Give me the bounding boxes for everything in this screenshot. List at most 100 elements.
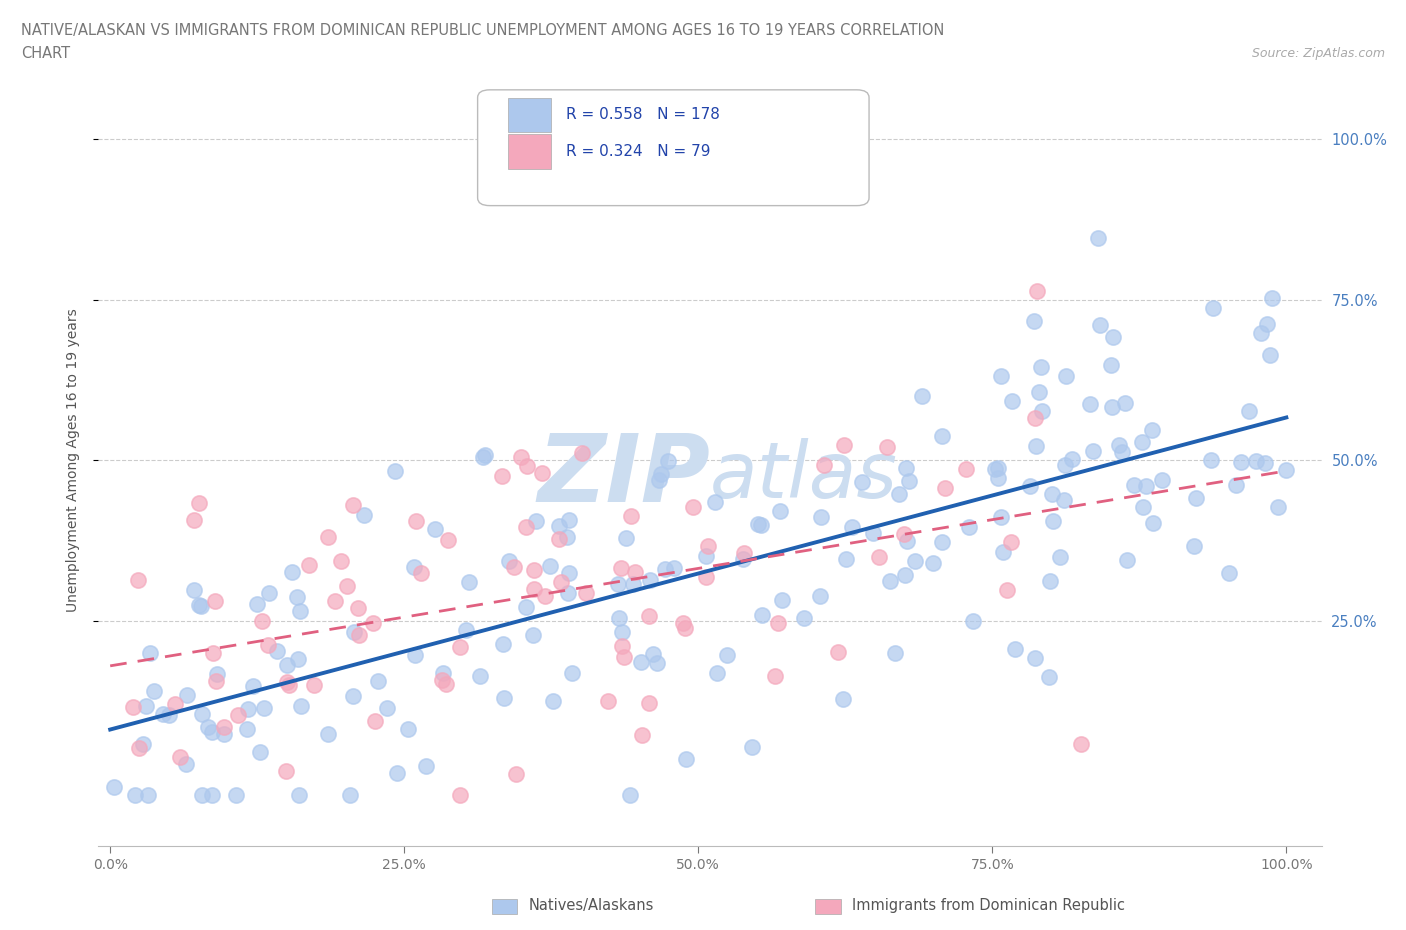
Point	[515, 600, 537, 615]
Point	[132, 737, 155, 751]
Point	[404, 560, 426, 575]
Point	[654, 562, 676, 577]
Point	[1261, 290, 1284, 305]
Point	[1237, 404, 1260, 418]
Point	[281, 565, 304, 579]
Point	[212, 726, 235, 741]
Point	[201, 788, 224, 803]
Point	[323, 593, 346, 608]
Point	[1218, 565, 1240, 580]
Point	[425, 522, 447, 537]
Point	[396, 722, 419, 737]
Point	[612, 638, 634, 653]
Point	[621, 577, 644, 591]
Point	[367, 674, 389, 689]
Text: CHART: CHART	[21, 46, 70, 61]
Point	[1026, 284, 1049, 299]
Point	[288, 604, 311, 618]
Point	[256, 637, 278, 652]
Point	[342, 498, 364, 512]
Point	[614, 531, 637, 546]
Point	[516, 458, 538, 473]
Point	[557, 586, 579, 601]
Point	[1114, 396, 1136, 411]
Point	[541, 694, 564, 709]
Point	[1054, 368, 1077, 383]
Point	[894, 460, 917, 475]
Point	[449, 788, 471, 803]
Point	[212, 720, 235, 735]
Point	[127, 573, 149, 588]
Point	[187, 495, 209, 510]
Point	[768, 504, 790, 519]
Text: Immigrants from Dominican Republic: Immigrants from Dominican Republic	[852, 898, 1125, 913]
Point	[703, 494, 725, 509]
Point	[183, 582, 205, 597]
Point	[834, 551, 856, 566]
Point	[922, 555, 945, 570]
Point	[1101, 400, 1123, 415]
Point	[1029, 359, 1052, 374]
Point	[1000, 534, 1022, 549]
Point	[889, 486, 911, 501]
Point	[330, 553, 353, 568]
Point	[793, 611, 815, 626]
Point	[139, 645, 162, 660]
Point	[770, 592, 793, 607]
Point	[523, 563, 546, 578]
Point	[1225, 477, 1247, 492]
Point	[522, 628, 544, 643]
Point	[202, 645, 225, 660]
Point	[1152, 473, 1174, 488]
Text: NATIVE/ALASKAN VS IMMIGRANTS FROM DOMINICAN REPUBLIC UNEMPLOYMENT AMONG AGES 16 : NATIVE/ALASKAN VS IMMIGRANTS FROM DOMINI…	[21, 23, 945, 38]
Point	[225, 788, 247, 803]
Point	[183, 512, 205, 527]
Point	[638, 573, 661, 588]
Point	[538, 558, 561, 573]
Point	[1130, 435, 1153, 450]
Point	[716, 647, 738, 662]
Point	[228, 707, 250, 722]
Point	[384, 464, 406, 479]
Point	[103, 779, 125, 794]
Point	[876, 440, 898, 455]
Point	[1049, 550, 1071, 565]
Point	[152, 707, 174, 722]
Point	[163, 697, 186, 711]
Point	[457, 575, 479, 590]
Point	[1140, 422, 1163, 437]
Bar	[508, 98, 551, 132]
Point	[266, 644, 288, 658]
Point	[990, 510, 1012, 525]
Point	[1116, 552, 1139, 567]
Point	[1099, 358, 1122, 373]
Point	[1024, 410, 1046, 425]
Point	[643, 646, 665, 661]
Point	[862, 525, 884, 540]
Point	[276, 764, 298, 778]
Point	[1184, 490, 1206, 505]
Point	[468, 669, 491, 684]
Point	[609, 561, 631, 576]
Point	[157, 708, 180, 723]
Text: ZIP: ZIP	[537, 430, 710, 522]
Point	[1042, 513, 1064, 528]
Point	[558, 512, 581, 527]
Point	[523, 581, 546, 596]
Point	[638, 608, 661, 623]
Point	[339, 788, 361, 803]
Point	[385, 765, 408, 780]
Point	[437, 533, 460, 548]
Point	[896, 534, 918, 549]
Point	[697, 538, 720, 553]
Point	[347, 601, 370, 616]
Point	[492, 636, 515, 651]
Point	[763, 669, 786, 684]
Point	[575, 586, 598, 601]
Point	[879, 574, 901, 589]
Point	[733, 551, 755, 566]
Point	[205, 674, 228, 689]
Point	[515, 520, 537, 535]
Point	[894, 567, 917, 582]
Point	[1244, 453, 1267, 468]
